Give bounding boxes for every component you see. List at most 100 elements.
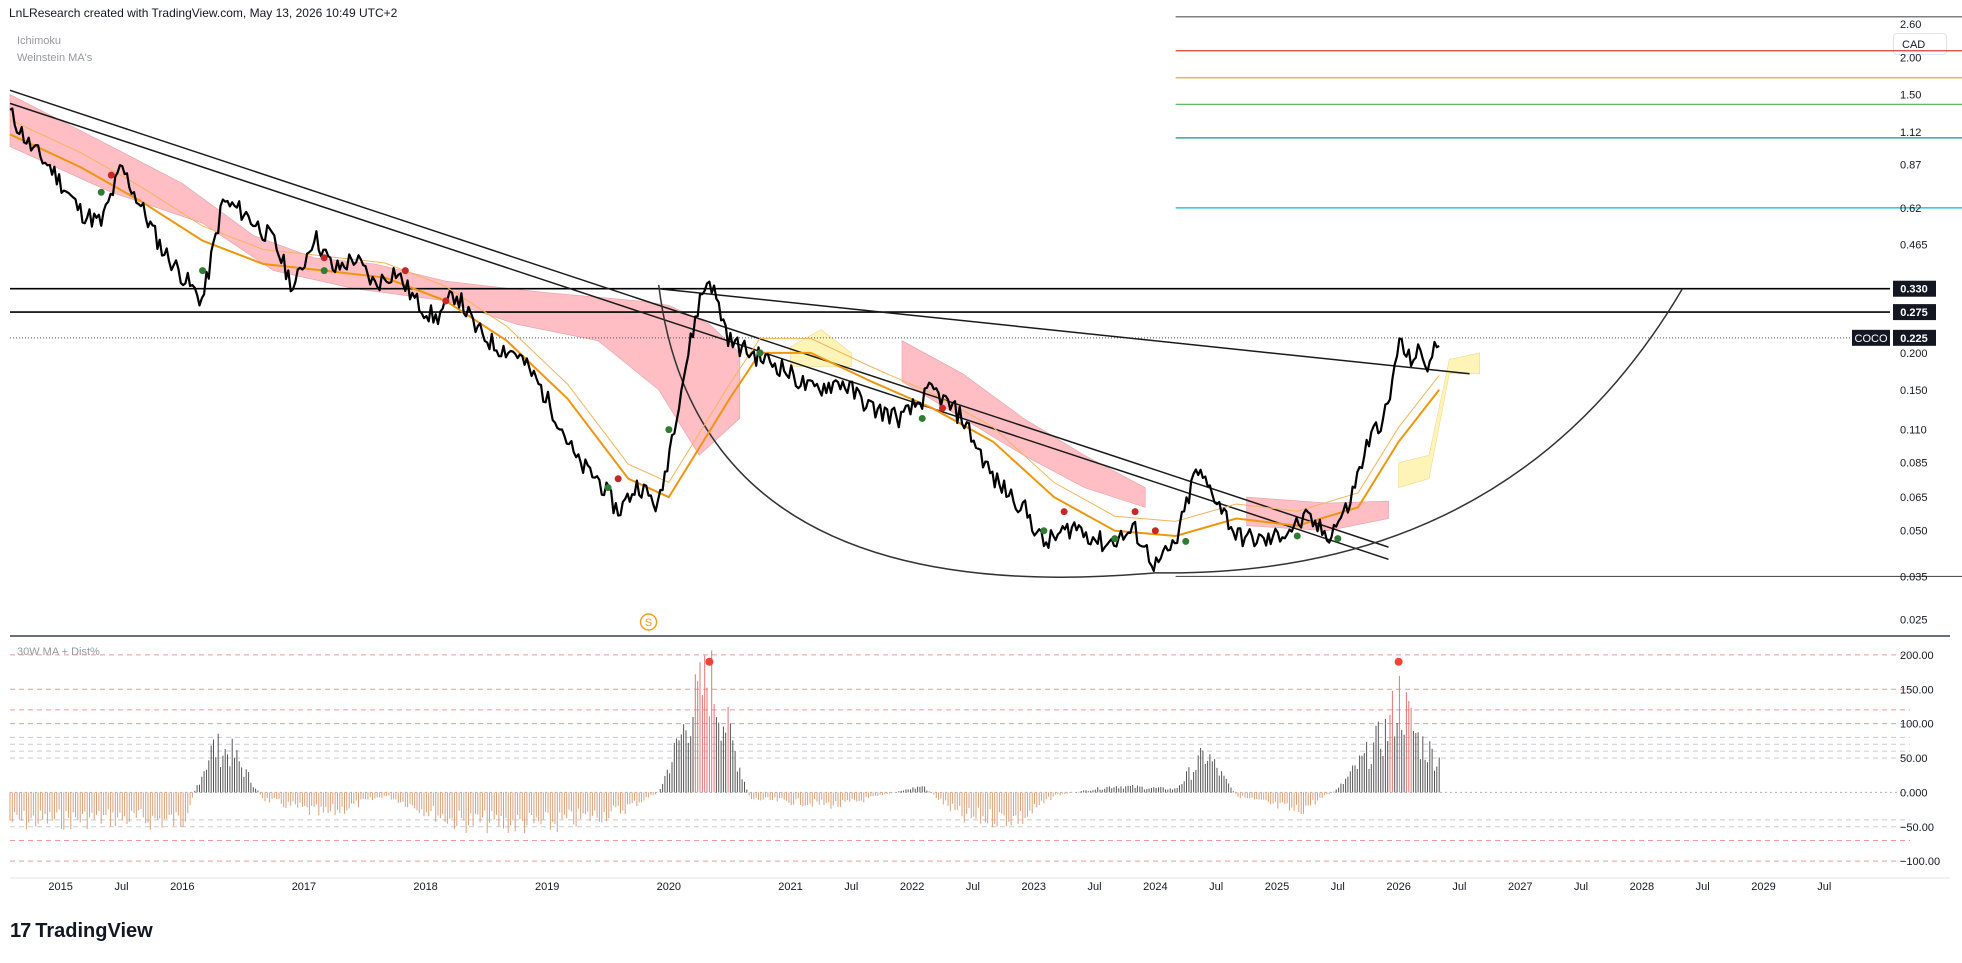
buy-signal-dot (97, 188, 105, 196)
current-price-label: 0.225 (1900, 333, 1928, 345)
extreme-marker-dot (1394, 657, 1403, 666)
bull-cloud (1398, 352, 1480, 489)
axes: 2.60 2.00 1.50 1.12 0.87 0.62 0.465 0.200 0.150 0… (10, 19, 1950, 893)
sell-signal-dot (442, 297, 450, 305)
signal-markers: S (97, 171, 1342, 631)
trendline (9, 89, 1389, 548)
time-axis-tick: 2017 (292, 881, 316, 893)
tradingview-logo-icon: 17 (10, 920, 31, 942)
ichimoku-indicator-label[interactable]: Ichimoku (17, 35, 62, 47)
time-axis-tick: 2021 (778, 881, 802, 893)
time-axis-tick: 2022 (900, 881, 924, 893)
sell-signal-dot (107, 171, 115, 179)
trendline (658, 287, 1470, 375)
ma-thin-line (9, 119, 1440, 522)
trendline (9, 102, 1389, 561)
sub-axis-tick: −100.00 (1900, 856, 1940, 868)
time-axis-tick: 2023 (1021, 881, 1045, 893)
sub-axis-tick: 100.00 (1900, 719, 1934, 731)
distance-bars (9, 650, 1440, 834)
current-price-tag (1893, 329, 1936, 346)
price-line-group (9, 107, 1440, 573)
bear-cloud (9, 94, 741, 456)
sell-signal-dot (1151, 527, 1159, 535)
price-line (9, 107, 1440, 573)
tradingview-logo[interactable]: 17 TradingView (10, 920, 153, 943)
rounding-arc (657, 284, 1684, 578)
price-axis-tick: 0.035 (1900, 571, 1928, 583)
time-axis-tick: Jul (1574, 881, 1588, 893)
ma30-line (9, 133, 1440, 538)
buy-signal-dot (1334, 535, 1342, 543)
time-axis-tick: 2028 (1630, 881, 1654, 893)
level-price-label: 0.330 (1900, 284, 1928, 296)
time-axis-tick: 2029 (1751, 881, 1775, 893)
price-axis-tick: 0.065 (1900, 492, 1928, 504)
price-axis-tick: 0.025 (1900, 615, 1928, 627)
currency-selector[interactable]: CAD (1893, 33, 1947, 55)
bull-cloud (790, 329, 852, 367)
time-axis-tick: 2025 (1265, 881, 1289, 893)
sell-signal-dot (614, 475, 622, 483)
price-axis-tick: 0.110 (1900, 425, 1927, 437)
sell-signal-dot (320, 254, 328, 262)
price-axis-tick: 0.87 (1900, 159, 1921, 171)
time-axis-tick: 2027 (1508, 881, 1532, 893)
sub-grid (10, 654, 1910, 862)
time-axis-tick: Jul (966, 881, 980, 893)
price-axis-tick: 0.200 (1900, 348, 1928, 360)
time-axis-tick: 2026 (1386, 881, 1410, 893)
sell-signal-dot (939, 404, 947, 412)
bear-cloud (901, 340, 1146, 508)
time-axis-tick: 2018 (413, 881, 437, 893)
price-axis-tick: 1.12 (1900, 127, 1921, 139)
buy-signal-dot (1111, 535, 1119, 543)
level-price-tag (1893, 280, 1936, 297)
sell-signal-dot (1131, 508, 1139, 516)
fibonacci-levels: 0 (2.75)0.236 (2.11)0.382 (1.71)0.5 (1.3… (1175, 16, 1962, 578)
buy-signal-dot (918, 414, 926, 422)
sub-axis-tick: 0.000 (1900, 787, 1928, 799)
buy-signal-dot (665, 426, 673, 434)
sub-axis-tick: 150.00 (1900, 684, 1934, 696)
time-axis-tick: Jul (844, 881, 858, 893)
tradingview-logo-text: TradingView (35, 920, 153, 942)
price-axis-tick: 0.085 (1900, 458, 1928, 470)
time-axis-tick: Jul (114, 881, 128, 893)
time-axis-tick: 2024 (1143, 881, 1167, 893)
horizontal-levels: 0.330 0.275 COCO 0.225 (10, 280, 1936, 346)
time-axis-tick: Jul (1452, 881, 1466, 893)
level-price-tag (1893, 304, 1936, 321)
symbol-label: COCO (1855, 333, 1888, 345)
time-axis-tick: 2015 (48, 881, 72, 893)
buy-signal-dot (604, 484, 612, 492)
time-axis-tick: 2019 (535, 881, 559, 893)
extreme-marker-dot (705, 657, 714, 666)
ichimoku-clouds (9, 94, 1480, 532)
buy-signal-dot (320, 267, 328, 275)
sell-signal-dot (1060, 508, 1068, 516)
time-axis-tick: Jul (1209, 881, 1223, 893)
dividend-marker-label: S (645, 617, 652, 629)
price-axis-tick: 0.050 (1900, 526, 1928, 538)
moving-averages (9, 119, 1440, 538)
time-axis-tick: 2016 (170, 881, 194, 893)
price-axis-tick: 1.50 (1900, 90, 1921, 102)
dividend-marker (639, 613, 658, 631)
sub-axis-tick: 50.00 (1900, 753, 1928, 765)
weinstein-indicator-label[interactable]: Weinstein MA's (17, 52, 93, 64)
buy-signal-dot (1293, 532, 1301, 540)
bear-cloud (1246, 496, 1389, 532)
price-axis-tick: 2.00 (1900, 53, 1921, 65)
time-axis-tick: Jul (1817, 881, 1831, 893)
level-price-label: 0.275 (1900, 307, 1928, 319)
price-axis-tick: 0.62 (1900, 203, 1921, 215)
buy-signal-dot (1182, 537, 1190, 545)
trendlines (9, 89, 1684, 578)
price-axis-tick: 0.150 (1900, 385, 1928, 397)
price-axis-tick: 2.60 (1900, 19, 1921, 31)
price-axis-tick: 0.465 (1900, 240, 1928, 252)
buy-signal-dot (756, 349, 764, 357)
sub-axis-tick: 200.00 (1900, 650, 1934, 662)
